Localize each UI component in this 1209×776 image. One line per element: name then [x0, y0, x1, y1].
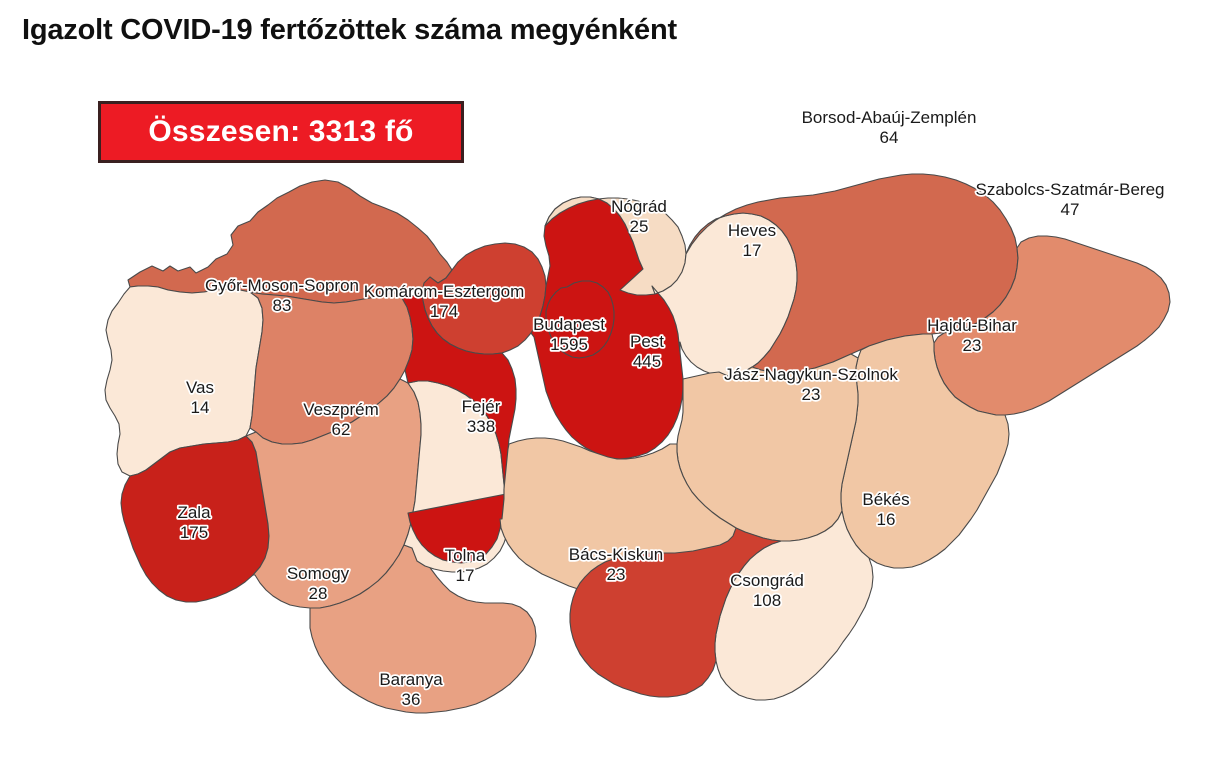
- county-name-zala: Zala: [177, 503, 211, 522]
- county-value-budapest: 1595: [550, 335, 588, 354]
- county-value-bekes: 16: [877, 510, 896, 529]
- county-value-hajdu-bihar: 23: [963, 336, 982, 355]
- county-label-somogy: Somogy 28: [285, 562, 351, 604]
- county-value-fejer: 338: [467, 417, 495, 436]
- county-name-vas: Vas: [186, 378, 214, 397]
- county-name-budapest: Budapest: [533, 315, 605, 334]
- total-cases-badge: Összesen: 3313 fő: [98, 101, 464, 163]
- county-name-fejer: Fejér: [462, 397, 501, 416]
- county-name-heves: Heves: [728, 221, 776, 240]
- county-name-szabolcs-szatmar-bereg: Szabolcs-Szatmár-Bereg: [976, 180, 1165, 199]
- county-name-baranya: Baranya: [379, 670, 443, 689]
- county-name-komarom-esztergom: Komárom-Esztergom: [364, 282, 525, 301]
- county-labels-group: Győr-Moson-Sopron 83 Vas 14 Zala 175 Ves…: [176, 106, 1166, 710]
- county-label-budapest: Budapest 1595: [531, 313, 607, 355]
- county-value-gyor-moson-sopron: 83: [273, 296, 292, 315]
- county-name-bekes: Békés: [862, 490, 909, 509]
- county-name-pest: Pest: [630, 332, 664, 351]
- county-value-zala: 175: [180, 523, 208, 542]
- county-label-csongrad: Csongrád 108: [728, 569, 805, 611]
- county-shape-fejer[interactable]: [401, 291, 517, 564]
- county-name-hajdu-bihar: Hajdú-Bihar: [927, 316, 1017, 335]
- county-label-baranya: Baranya 36: [378, 668, 445, 710]
- county-label-vas: Vas 14: [184, 376, 215, 418]
- county-name-gyor-moson-sopron: Győr-Moson-Sopron: [205, 276, 359, 295]
- county-label-bekes: Békés 16: [861, 488, 912, 530]
- county-value-komarom-esztergom: 174: [430, 302, 458, 321]
- county-value-nograd: 25: [630, 217, 649, 236]
- county-label-jasz-nagykun-szolnok: Jász-Nagykun-Szolnok 23: [722, 363, 900, 405]
- county-value-pest: 445: [633, 352, 661, 371]
- page-title: Igazolt COVID-19 fertőzöttek száma megyé…: [22, 14, 677, 46]
- county-label-hajdu-bihar: Hajdú-Bihar 23: [925, 314, 1019, 356]
- county-value-szabolcs-szatmar-bereg: 47: [1061, 200, 1080, 219]
- county-name-borsod-abauj-zemplen: Borsod-Abaúj-Zemplén: [802, 108, 977, 127]
- county-value-vas: 14: [191, 398, 210, 417]
- county-label-szabolcs-szatmar-bereg: Szabolcs-Szatmár-Bereg 47: [974, 178, 1166, 220]
- county-label-veszprem: Veszprém 62: [302, 398, 381, 440]
- county-label-borsod-abauj-zemplen: Borsod-Abaúj-Zemplén 64: [800, 106, 978, 148]
- county-label-komarom-esztergom: Komárom-Esztergom 174: [362, 280, 526, 322]
- county-value-heves: 17: [743, 241, 762, 260]
- county-label-gyor-moson-sopron: Győr-Moson-Sopron 83: [203, 274, 360, 316]
- county-name-csongrad: Csongrád: [730, 571, 804, 590]
- county-name-tolna: Tolna: [445, 546, 486, 565]
- total-cases-label: Összesen: 3313 fő: [148, 115, 414, 148]
- county-label-pest: Pest 445: [628, 330, 666, 372]
- county-value-tolna: 17: [456, 566, 475, 585]
- county-name-jasz-nagykun-szolnok: Jász-Nagykun-Szolnok: [724, 365, 898, 384]
- county-label-fejer: Fejér 338: [460, 395, 502, 437]
- county-name-nograd: Nógrád: [611, 197, 667, 216]
- county-name-somogy: Somogy: [287, 564, 350, 583]
- county-value-jasz-nagykun-szolnok: 23: [802, 385, 821, 404]
- county-label-bacs-kiskun: Bács-Kiskun 23: [567, 543, 665, 585]
- county-shapes-group: [104, 173, 1171, 714]
- county-label-tolna: Tolna 17: [443, 544, 488, 586]
- county-value-baranya: 36: [402, 690, 421, 709]
- county-name-veszprem: Veszprém: [303, 400, 379, 419]
- county-label-nograd: Nógrád 25: [609, 195, 668, 237]
- county-label-heves: Heves 17: [726, 219, 778, 261]
- county-value-veszprem: 62: [332, 420, 351, 439]
- county-label-zala: Zala 175: [176, 501, 213, 543]
- hungary-county-map: Győr-Moson-Sopron 83 Vas 14 Zala 175 Ves…: [0, 40, 1209, 776]
- county-value-csongrad: 108: [753, 591, 781, 610]
- county-shape-baranya[interactable]: [309, 544, 537, 714]
- county-value-somogy: 28: [309, 584, 328, 603]
- county-value-bacs-kiskun: 23: [607, 565, 626, 584]
- county-shape-budapest[interactable]: [545, 280, 615, 359]
- county-shape-csongrad[interactable]: [569, 527, 782, 698]
- county-name-bacs-kiskun: Bács-Kiskun: [569, 545, 663, 564]
- county-value-borsod-abauj-zemplen: 64: [880, 128, 899, 147]
